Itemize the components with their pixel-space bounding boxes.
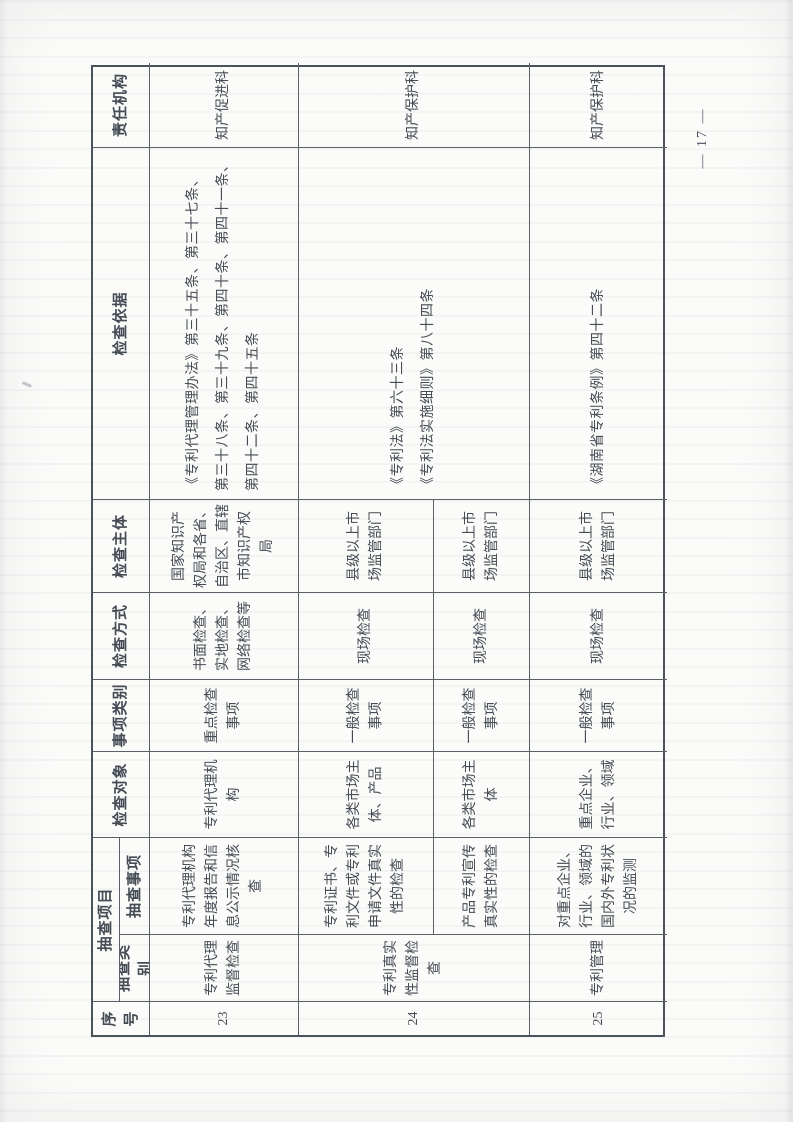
row24-serial: 24: [299, 1001, 530, 1035]
row24a-method: 现场检查: [299, 592, 434, 679]
row23-item-type: 重点检查 事项: [150, 679, 299, 751]
row25-responsible: 知产保护科: [590, 70, 606, 140]
header-method: 检查方式: [93, 592, 150, 679]
row24b-item-type: 一般检查 事项: [434, 679, 530, 751]
row25-subject: 县级以上市 场监管部门: [530, 499, 667, 592]
header-target: 检查对象: [93, 751, 150, 837]
page-number-slot: — 17 —: [687, 100, 719, 176]
row23-item: 专利代理机构 年度报告和信 息公示情况核 查: [150, 837, 299, 934]
row24b-method: 现场检查: [434, 592, 530, 679]
row23-responsible: 知产促进科: [150, 63, 299, 147]
row25-serial: 25: [530, 1001, 667, 1035]
header-basis: 检查依据: [93, 147, 150, 499]
row25-category: 专利管理: [530, 934, 667, 1001]
row24-basis: 《专利法》第六十三条 《专利法实施细则》第八十四条: [299, 147, 530, 499]
page-number: — 17 —: [695, 107, 710, 169]
header-category: 抽查类别: [120, 934, 150, 1001]
row24a-item: 专利证书、专 利文件或专利 申请文件真实 性的检查: [299, 837, 434, 934]
row25-item-type: 一般检查 事项: [530, 679, 667, 751]
row24-category: 专利真实 性监督检 查: [299, 934, 530, 1001]
row24a-item-type: 一般检查 事项: [299, 679, 434, 751]
row23-basis: 《专利代理管理办法》第三十五条、第三十七条、 第三十八条、第三十九条、第四十条、…: [150, 147, 299, 499]
header-item-type: 事项类别: [93, 679, 150, 751]
row25-item: 对重点企业、 行业、领域的 国内外专利状 况的监测: [530, 837, 667, 934]
row25-target: 重点企业、 行业、领域: [530, 751, 667, 837]
row24a-target: 各类市场主 体、产品: [299, 751, 434, 837]
header-subject: 检查主体: [93, 499, 150, 592]
row25-method: 现场检查: [530, 592, 667, 679]
rotated-table: 序号 抽查项目 抽查类别 抽查事项 检查对象 事项类别 检查方式 检查主体 检查…: [91, 63, 667, 1037]
row24b-subject: 县级以上市 场监管部门: [434, 499, 530, 592]
header-serial: 序号: [93, 1001, 150, 1035]
row23-subject: 国家知识产 权局和各省、 自治区、直辖 市知识产权 局: [150, 499, 299, 592]
row23-category: 专利代理 监督检查: [150, 934, 299, 1001]
row23-method: 书面检查、 实地检查、 网络检查等: [150, 592, 299, 679]
row24-responsible: 知产保护科: [299, 63, 530, 147]
header-responsible: 责任机构: [93, 63, 150, 147]
row23-target: 专利代理机 构: [150, 751, 299, 837]
row24b-target: 各类市场主 体: [434, 751, 530, 837]
row25-basis: 《湖南省专利条例》第四十二条: [530, 147, 667, 499]
row24b-item: 产品专利宣传 真实性的检查: [434, 837, 530, 934]
inspection-items-table: 序号 抽查项目 抽查类别 抽查事项 检查对象 事项类别 检查方式 检查主体 检查…: [91, 63, 667, 1037]
table-rotation-slot: 序号 抽查项目 抽查类别 抽查事项 检查对象 事项类别 检查方式 检查主体 检查…: [91, 63, 667, 1037]
header-item: 抽查事项: [120, 837, 150, 934]
header-project: 抽查项目: [93, 837, 120, 1001]
row23-serial: 23: [150, 1001, 299, 1035]
pencil-mark: [21, 381, 33, 388]
row24a-subject: 县级以上市 场监管部门: [299, 499, 434, 592]
